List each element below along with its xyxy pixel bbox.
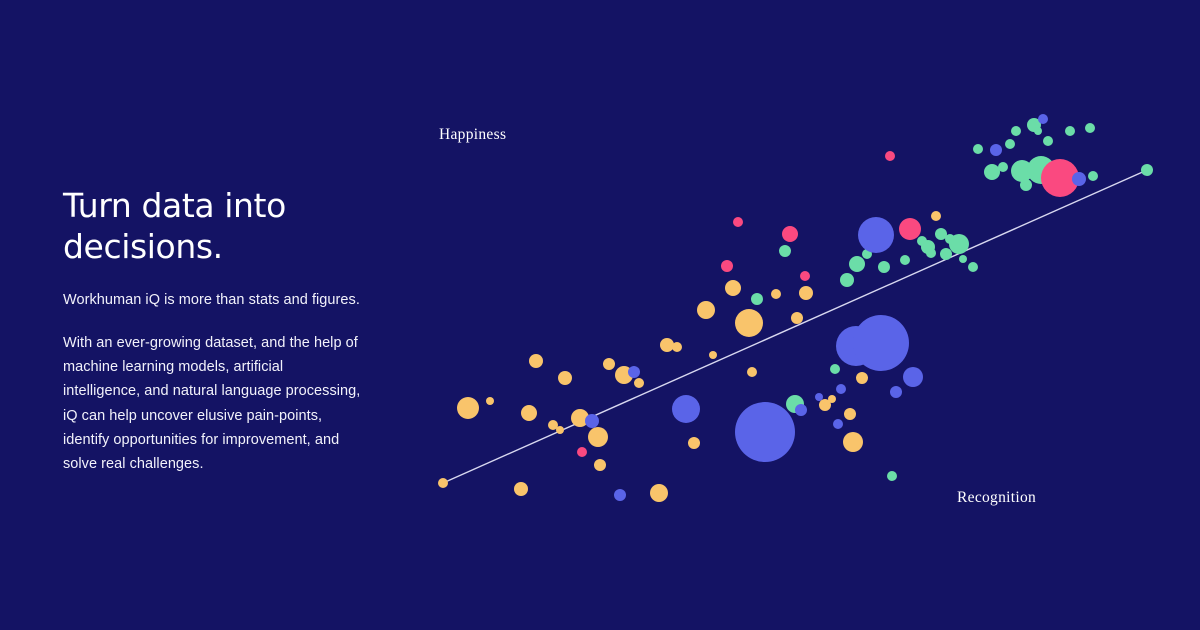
- bubble-point: [697, 301, 715, 319]
- bubble-point: [514, 482, 528, 496]
- bubble-point: [887, 471, 897, 481]
- body-paragraph: With an ever-growing dataset, and the he…: [63, 334, 361, 473]
- bubble-point: [771, 289, 781, 299]
- bubble-point: [660, 338, 674, 352]
- bubble-point: [878, 261, 890, 273]
- bubble-point: [800, 271, 810, 281]
- bubble-point: [990, 144, 1002, 156]
- bubble-point: [844, 408, 856, 420]
- bubble-point: [968, 262, 978, 272]
- bubble-point: [1020, 179, 1032, 191]
- bubble-point: [725, 280, 741, 296]
- bubble-point: [949, 234, 969, 254]
- bubble-point: [709, 351, 717, 359]
- bubble-point: [1141, 164, 1153, 176]
- bubble-point: [529, 354, 543, 368]
- bubble-point: [791, 312, 803, 324]
- bubble-point: [457, 397, 479, 419]
- bubble-point: [940, 248, 952, 260]
- bubble-point: [634, 378, 644, 388]
- bubble-point: [885, 151, 895, 161]
- bubble-point: [833, 419, 843, 429]
- bubble-point: [486, 397, 494, 405]
- bubble-point: [819, 399, 831, 411]
- subheading: Workhuman iQ is more than stats and figu…: [63, 291, 360, 308]
- bubble-point: [614, 489, 626, 501]
- copy-block: Turn data into decisions. Workhuman iQ i…: [63, 186, 368, 477]
- bubble-point: [840, 273, 854, 287]
- bubble-point: [672, 395, 700, 423]
- bubble-point: [650, 484, 668, 502]
- bubble-point: [830, 364, 840, 374]
- bubble-point: [672, 342, 682, 352]
- bubble-point: [571, 409, 589, 427]
- bubble-point: [603, 358, 615, 370]
- bubble-point: [628, 366, 640, 378]
- bubble-point: [594, 459, 606, 471]
- bubble-point: [721, 260, 733, 272]
- bubble-point: [556, 426, 564, 434]
- bubble-point: [733, 217, 743, 227]
- bubble-point: [1072, 172, 1086, 186]
- bubble-point: [856, 372, 868, 384]
- bubble-point: [1088, 171, 1098, 181]
- bubble-point: [585, 414, 599, 428]
- bubble-point: [688, 437, 700, 449]
- bubble-point: [917, 236, 927, 246]
- bubble-point: [751, 293, 763, 305]
- bubble-point: [548, 420, 558, 430]
- bubble-point: [815, 393, 823, 401]
- bubble-point: [890, 386, 902, 398]
- x-axis-label: Recognition: [957, 489, 1037, 506]
- bubble-point: [903, 367, 923, 387]
- bubble-point: [931, 211, 941, 221]
- bubble-point: [935, 228, 947, 240]
- y-axis-label: Happiness: [439, 126, 507, 143]
- bubble-point: [779, 245, 791, 257]
- bubble-point: [926, 248, 936, 258]
- bubble-point: [1005, 139, 1015, 149]
- bubble-point: [799, 286, 813, 300]
- bubble-point: [795, 404, 807, 416]
- bubble-point: [1011, 126, 1021, 136]
- bubble-point: [747, 367, 757, 377]
- trendline: [442, 169, 1148, 484]
- bubble-point: [849, 256, 865, 272]
- bubble-point: [858, 217, 894, 253]
- bubble-point: [843, 432, 863, 452]
- bubble-point: [735, 309, 763, 337]
- bubble-point: [1034, 127, 1042, 135]
- bubble-point: [558, 371, 572, 385]
- bubble-point: [1038, 114, 1048, 124]
- bubble-point: [959, 255, 967, 263]
- bubble-point: [1043, 136, 1053, 146]
- bubble-point: [438, 478, 448, 488]
- bubble-point: [998, 162, 1008, 172]
- bubble-point: [828, 395, 836, 403]
- page-title: Turn data into decisions.: [63, 186, 286, 266]
- bubble-point: [900, 255, 910, 265]
- bubble-point: [1085, 123, 1095, 133]
- bubble-point: [853, 315, 909, 371]
- bubble-point: [735, 402, 795, 462]
- bubble-point: [973, 144, 983, 154]
- bubble-point: [984, 164, 1000, 180]
- bubble-point: [862, 249, 872, 259]
- bubble-point: [577, 447, 587, 457]
- bubble-point: [1065, 126, 1075, 136]
- bubble-point: [836, 384, 846, 394]
- bubble-point: [899, 218, 921, 240]
- bubble-point: [521, 405, 537, 421]
- bubble-point: [782, 226, 798, 242]
- bubble-point: [588, 427, 608, 447]
